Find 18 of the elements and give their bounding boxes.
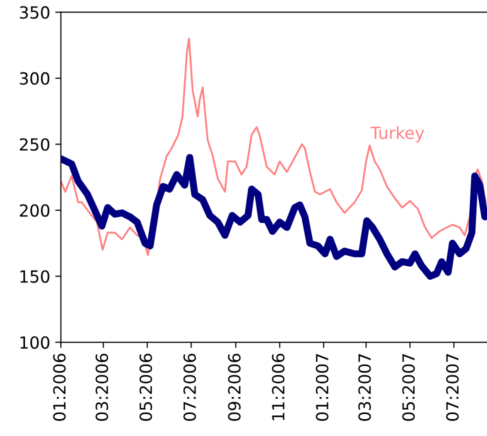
x-tick-label: 03:2006 [96, 354, 108, 421]
x-tick-label: 03:2007 [358, 354, 371, 421]
x-tick-label: 09:2006 [228, 354, 241, 421]
x-tick-label: 07:2007 [446, 354, 459, 421]
series-label: Turkey [370, 126, 424, 142]
x-tick-label: 11:2006 [272, 354, 285, 420]
x-tick-label: 07:2006 [183, 354, 196, 421]
x-tick-label: 01:2007 [316, 354, 328, 421]
line-series [60, 38, 486, 256]
x-tick-label: 05:2007 [402, 354, 415, 421]
x-tick-label: 05:2006 [139, 354, 152, 421]
x-tick-label: 01:2006 [53, 354, 66, 421]
y-tick-label: 250 [20, 138, 50, 151]
y-tick-label: 300 [20, 72, 50, 85]
y-tick-label: 100 [20, 336, 50, 349]
y-tick-label: 150 [20, 270, 50, 283]
y-tick-label: 200 [20, 204, 50, 217]
y-tick-label: 350 [20, 6, 50, 19]
